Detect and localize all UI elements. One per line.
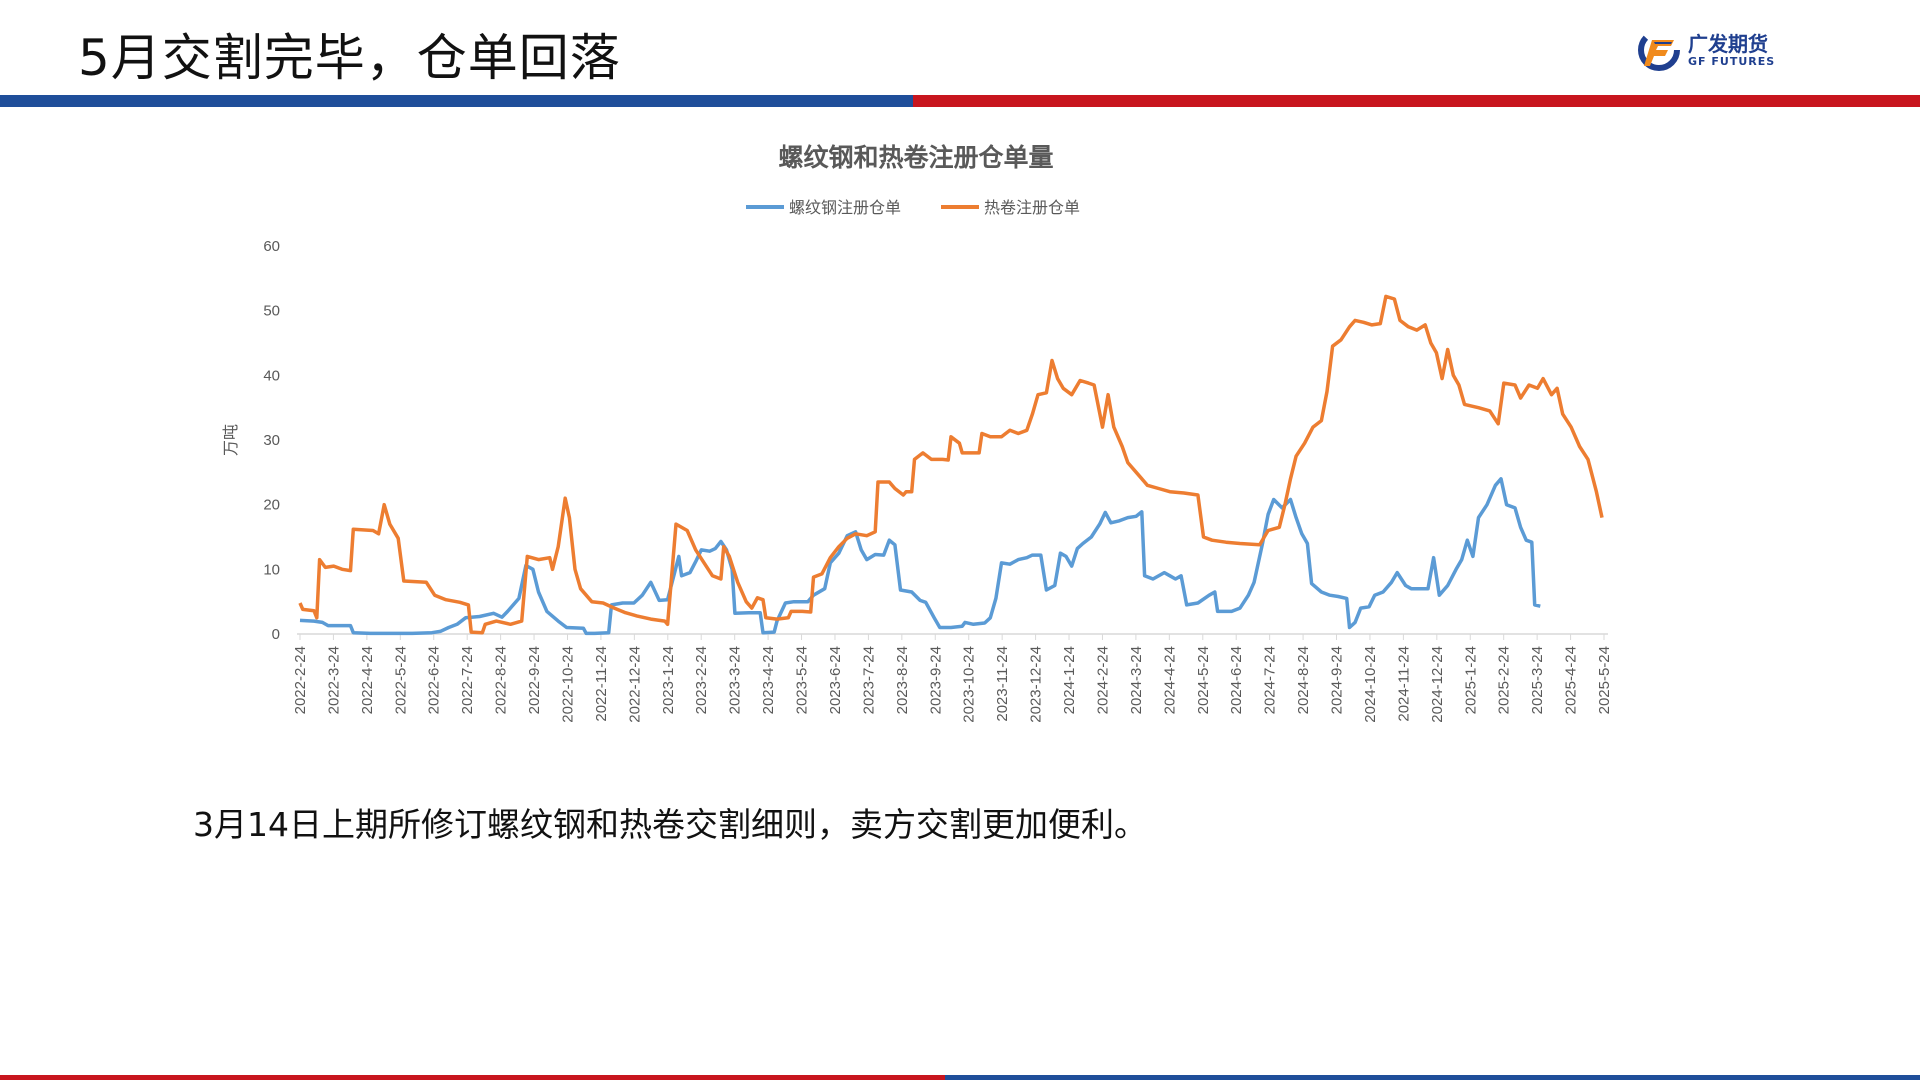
header-divider-blue	[0, 95, 913, 107]
x-tick-label: 2024-11-24	[1395, 646, 1412, 722]
x-tick-label: 2023-8-24	[894, 646, 911, 714]
x-tick-label: 2022-7-24	[459, 646, 476, 714]
x-tick-label: 2024-1-24	[1061, 646, 1078, 714]
x-tick-label: 2022-9-24	[526, 646, 543, 714]
logo-name-cn: 广发期货	[1688, 32, 1768, 56]
x-tick-label: 2023-9-24	[927, 646, 944, 714]
y-tick-label: 10	[263, 561, 280, 578]
y-tick-label: 50	[263, 303, 280, 320]
x-tick-label: 2023-12-24	[1028, 646, 1045, 723]
x-tick-label: 2024-5-24	[1195, 646, 1212, 714]
x-tick-label: 2023-11-24	[994, 646, 1011, 722]
x-tick-label: 2023-6-24	[827, 646, 844, 714]
x-tick-label: 2025-4-24	[1563, 646, 1580, 714]
series-line-rebar	[299, 477, 1541, 636]
x-tick-label: 2024-3-24	[1128, 646, 1145, 714]
logo-name-en: GF FUTURES	[1688, 55, 1776, 68]
x-tick-label: 2024-6-24	[1228, 646, 1245, 714]
x-axis-ticks: 2022-2-24 2022-3-24 2022-4-24 2022-5-24 2022…	[292, 634, 1613, 723]
x-tick-label: 2024-12-24	[1429, 646, 1446, 723]
y-axis-label: 万吨	[221, 424, 240, 456]
x-tick-label: 2022-5-24	[392, 646, 409, 714]
x-tick-label: 2022-10-24	[559, 646, 576, 723]
x-tick-label: 2022-12-24	[626, 646, 643, 723]
note-text: 3月14日上期所修订螺纹钢和热卷交割细则，卖方交割更加便利。	[193, 805, 1147, 844]
x-tick-label: 2024-8-24	[1295, 646, 1312, 714]
y-tick-label: 0	[272, 626, 280, 643]
x-tick-label: 2025-1-24	[1462, 646, 1479, 714]
x-tick-label: 2023-1-24	[660, 646, 677, 714]
x-tick-label: 2025-3-24	[1529, 646, 1546, 714]
x-tick-label: 2022-6-24	[426, 646, 443, 714]
y-tick-label: 60	[263, 238, 280, 255]
x-tick-label: 2023-4-24	[760, 646, 777, 714]
x-tick-label: 2024-10-24	[1362, 646, 1379, 723]
y-tick-label: 20	[263, 497, 280, 514]
x-tick-label: 2024-4-24	[1161, 646, 1178, 714]
x-tick-label: 2024-7-24	[1262, 646, 1279, 714]
x-tick-label: 2024-9-24	[1329, 646, 1346, 714]
x-tick-label: 2022-11-24	[593, 646, 610, 722]
y-tick-label: 30	[263, 432, 280, 449]
x-tick-label: 2023-10-24	[961, 646, 978, 723]
x-tick-label: 2022-2-24	[292, 646, 309, 714]
x-tick-label: 2023-7-24	[860, 646, 877, 714]
chart-title: 螺纹钢和热卷注册仓单量	[778, 143, 1053, 172]
x-tick-label: 2022-3-24	[325, 646, 342, 714]
x-tick-label: 2024-2-24	[1094, 646, 1111, 714]
x-tick-label: 2023-3-24	[727, 646, 744, 714]
legend-label-hrc: 热卷注册仓单	[984, 198, 1080, 217]
series-line-hrc	[298, 294, 1604, 635]
legend: 螺纹钢注册仓单 热卷注册仓单	[746, 198, 1080, 217]
y-tick-label: 40	[263, 367, 280, 384]
footer-divider-blue	[945, 1075, 1920, 1080]
x-tick-label: 2022-8-24	[493, 646, 510, 714]
x-tick-label: 2023-2-24	[693, 646, 710, 714]
legend-label-rebar: 螺纹钢注册仓单	[789, 198, 901, 217]
series-lines	[298, 294, 1604, 636]
header-divider-red	[913, 95, 1920, 107]
x-tick-label: 2025-5-24	[1596, 646, 1613, 714]
x-tick-label: 2025-2-24	[1496, 646, 1513, 714]
gf-logo: 广发期货 GF FUTURES	[1638, 28, 1788, 72]
footer-divider-red	[0, 1075, 945, 1080]
slide-title: 5月交割完毕，仓单回落	[78, 29, 621, 87]
x-tick-label: 2023-5-24	[794, 646, 811, 714]
gf-logo-icon	[1638, 29, 1680, 71]
y-axis-ticks: 0 10 20 30 40 50 60	[263, 238, 280, 643]
x-tick-label: 2022-4-24	[359, 646, 376, 714]
